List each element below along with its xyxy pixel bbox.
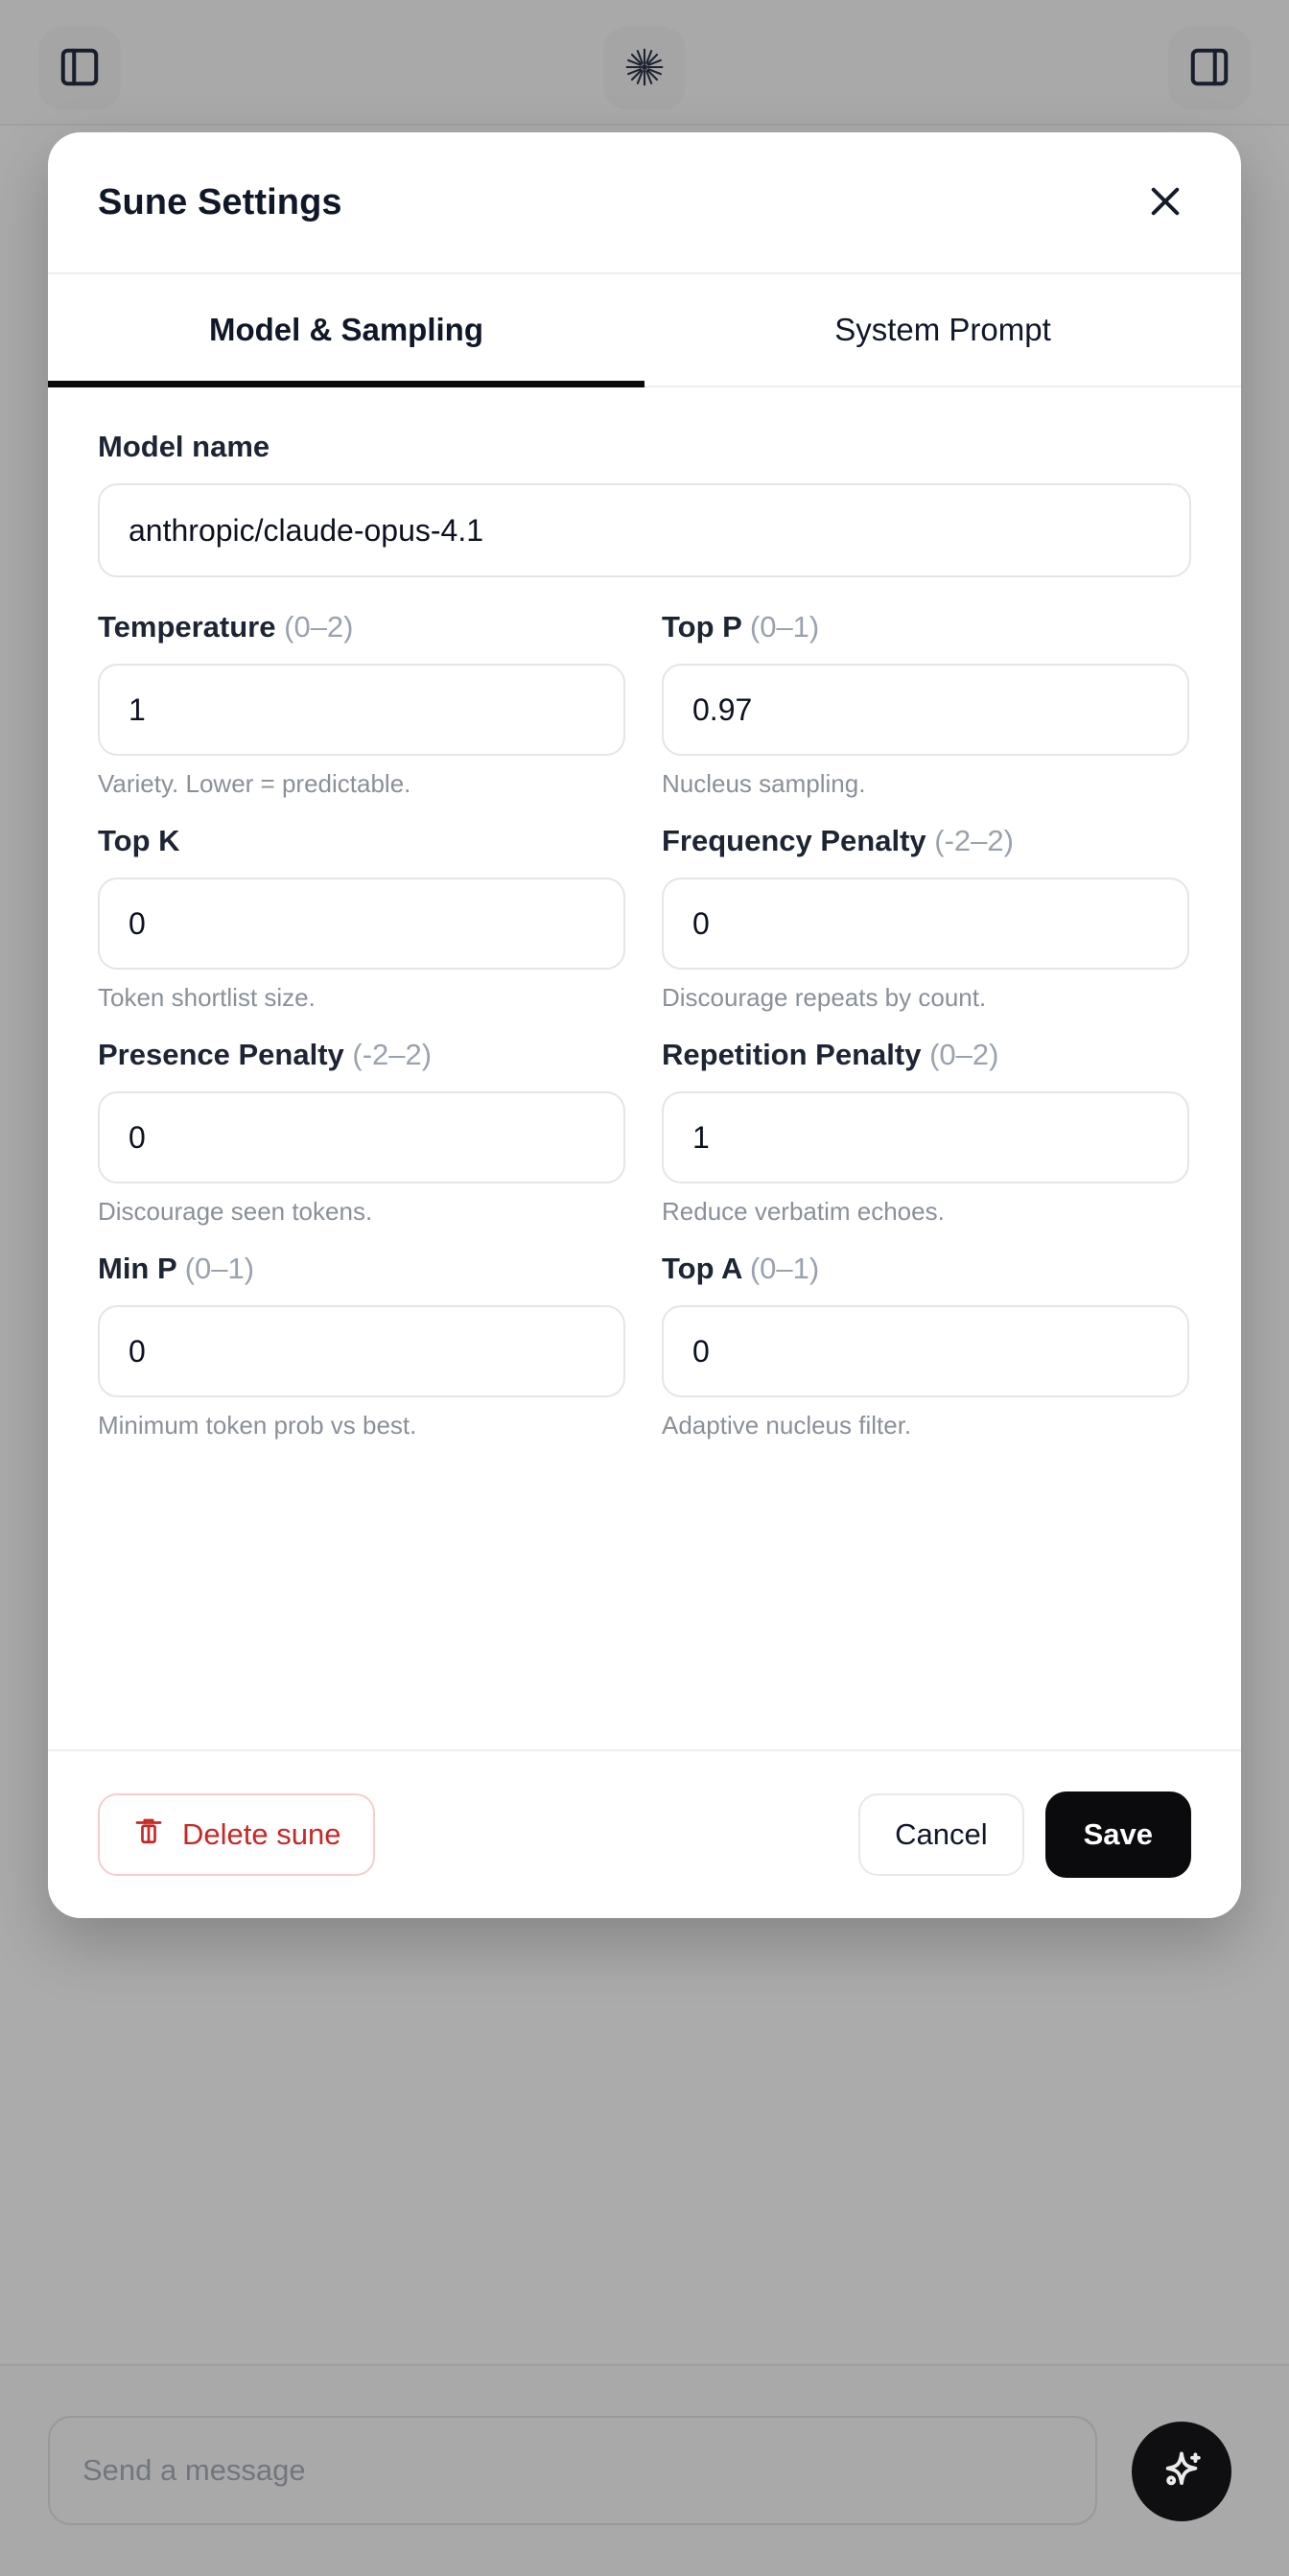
temperature-input[interactable]: [98, 664, 625, 756]
repetition-penalty-label: Repetition Penalty (0–2): [662, 1038, 1189, 1072]
top-a-label-text: Top A: [662, 1252, 742, 1285]
top-p-field-group: Top P (0–1) Nucleus sampling.: [662, 610, 1189, 799]
min-p-hint: Minimum token prob vs best.: [98, 1411, 417, 1440]
top-a-field-group: Top A (0–1) Adaptive nucleus filter.: [662, 1252, 1189, 1440]
left-panel-toggle-button[interactable]: [38, 27, 121, 109]
message-input[interactable]: [48, 2416, 1097, 2525]
top-a-label: Top A (0–1): [662, 1252, 1189, 1286]
top-k-field-group: Top K Token shortlist size.: [98, 824, 625, 1013]
model-name-field-group: Model name: [98, 430, 1191, 577]
dialog-tabs: Model & Sampling System Prompt: [48, 274, 1241, 387]
top-p-input[interactable]: [662, 664, 1189, 756]
min-p-range: (0–1): [184, 1252, 255, 1285]
min-p-input[interactable]: [98, 1305, 625, 1397]
model-name-label: Model name: [98, 430, 270, 463]
presence-penalty-label-text: Presence Penalty: [98, 1038, 344, 1071]
footer-actions: Cancel Save: [858, 1791, 1191, 1878]
top-k-label: Top K: [98, 824, 625, 858]
frequency-penalty-hint: Discourage repeats by count.: [662, 983, 987, 1012]
top-k-label-text: Top K: [98, 824, 180, 857]
top-a-hint: Adaptive nucleus filter.: [662, 1411, 912, 1440]
repetition-penalty-range: (0–2): [929, 1038, 999, 1071]
min-p-field-group: Min P (0–1) Minimum token prob vs best.: [98, 1252, 625, 1440]
top-p-hint: Nucleus sampling.: [662, 769, 866, 798]
model-name-input[interactable]: [98, 483, 1191, 577]
repetition-penalty-field-group: Repetition Penalty (0–2) Reduce verbatim…: [662, 1038, 1189, 1227]
temperature-label: Temperature (0–2): [98, 610, 625, 644]
sparkles-icon: [1156, 2445, 1207, 2499]
repetition-penalty-label-text: Repetition Penalty: [662, 1038, 922, 1071]
frequency-penalty-field-group: Frequency Penalty (-2–2) Discourage repe…: [662, 824, 1189, 1013]
top-k-hint: Token shortlist size.: [98, 983, 316, 1012]
frequency-penalty-range: (-2–2): [934, 824, 1014, 857]
message-composer-bar: [0, 2364, 1289, 2576]
presence-penalty-field-group: Presence Penalty (-2–2) Discourage seen …: [98, 1038, 625, 1227]
top-a-input[interactable]: [662, 1305, 1189, 1397]
tab-model-and-sampling[interactable]: Model & Sampling: [48, 274, 644, 387]
min-p-label: Min P (0–1): [98, 1252, 625, 1286]
sun-burst-icon: [623, 46, 666, 91]
temperature-range: (0–2): [284, 610, 354, 644]
dialog-title: Sune Settings: [98, 181, 342, 222]
presence-penalty-label: Presence Penalty (-2–2): [98, 1038, 625, 1072]
top-p-label: Top P (0–1): [662, 610, 1189, 644]
presence-penalty-range: (-2–2): [352, 1038, 433, 1071]
repetition-penalty-hint: Reduce verbatim echoes.: [662, 1197, 945, 1226]
model-and-sampling-panel: Model name Temperature (0–2) Variety. Lo…: [48, 387, 1241, 1749]
field-row: Temperature (0–2) Variety. Lower = predi…: [98, 610, 1191, 799]
presence-penalty-hint: Discourage seen tokens.: [98, 1197, 373, 1226]
send-message-button[interactable]: [1132, 2422, 1231, 2521]
frequency-penalty-input[interactable]: [662, 878, 1189, 970]
field-row: Top K Token shortlist size. Frequency Pe…: [98, 824, 1191, 1013]
cancel-button[interactable]: Cancel: [858, 1793, 1024, 1876]
temperature-label-text: Temperature: [98, 610, 276, 644]
delete-sune-button[interactable]: Delete sune: [98, 1793, 376, 1876]
presence-penalty-input[interactable]: [98, 1091, 625, 1183]
temperature-hint: Variety. Lower = predictable.: [98, 769, 411, 798]
top-p-range: (0–1): [749, 610, 820, 644]
top-k-input[interactable]: [98, 878, 625, 970]
field-row: Presence Penalty (-2–2) Discourage seen …: [98, 1038, 1191, 1227]
dialog-header: Sune Settings: [48, 132, 1241, 274]
field-row: Min P (0–1) Minimum token prob vs best. …: [98, 1252, 1191, 1440]
left-panel-icon: [58, 45, 102, 92]
close-icon: [1145, 181, 1185, 224]
frequency-penalty-label-text: Frequency Penalty: [662, 824, 926, 857]
delete-sune-label: Delete sune: [182, 1817, 341, 1851]
top-toolbar: [0, 0, 1289, 126]
sun-burst-button[interactable]: [603, 27, 686, 109]
frequency-penalty-label: Frequency Penalty (-2–2): [662, 824, 1189, 858]
temperature-field-group: Temperature (0–2) Variety. Lower = predi…: [98, 610, 625, 799]
repetition-penalty-input[interactable]: [662, 1091, 1189, 1183]
top-p-label-text: Top P: [662, 610, 742, 644]
min-p-label-text: Min P: [98, 1252, 177, 1285]
right-panel-toggle-button[interactable]: [1168, 27, 1251, 109]
tab-system-prompt[interactable]: System Prompt: [644, 274, 1241, 386]
trash-icon: [132, 1815, 165, 1855]
sune-settings-dialog: Sune Settings Model & Sampling System Pr…: [48, 132, 1241, 1918]
top-a-range: (0–1): [749, 1252, 820, 1285]
dialog-footer: Delete sune Cancel Save: [48, 1749, 1241, 1918]
right-panel-icon: [1187, 45, 1231, 92]
close-dialog-button[interactable]: [1136, 173, 1195, 232]
save-button[interactable]: Save: [1044, 1791, 1191, 1878]
